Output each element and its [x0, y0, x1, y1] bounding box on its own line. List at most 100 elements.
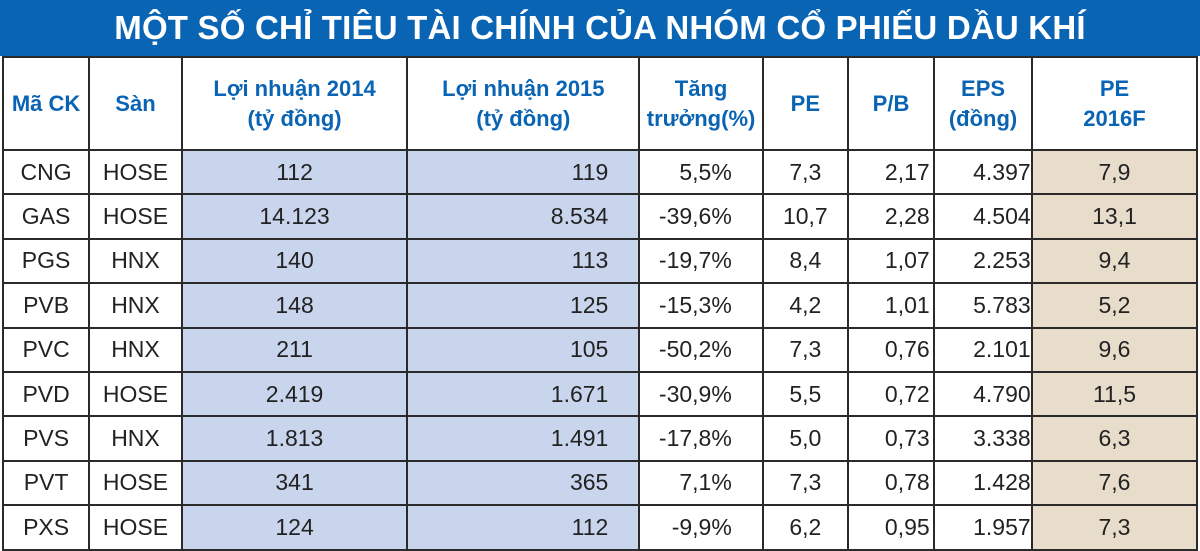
cell-growth: -9,9%	[638, 504, 764, 551]
header-profit-2014-line1: Lợi nhuận 2014	[213, 75, 376, 101]
cell-pb: 0,72	[846, 370, 936, 418]
header-profit-2015-line2: (tỷ đồng)	[476, 105, 571, 131]
cell-pe-2016f: 7,9	[1030, 148, 1199, 196]
cell-growth: 5,5%	[638, 148, 764, 196]
header-growth: Tăng trưởng(%)	[638, 56, 764, 151]
cell-pe: 6,2	[761, 504, 849, 551]
header-pe-2016f-line1: PE	[1099, 75, 1130, 101]
cell-ticker: GAS	[1, 193, 91, 240]
cell-profit-2015: 8.534	[406, 193, 641, 240]
cell-eps: 1.957	[933, 504, 1033, 551]
cell-pe-2016f: 13,1	[1030, 193, 1199, 240]
table-title: MỘT SỐ CHỈ TIÊU TÀI CHÍNH CỦA NHÓM CỔ PH…	[0, 0, 1200, 56]
cell-ticker: PVC	[1, 326, 91, 373]
cell-pe: 4,2	[761, 282, 849, 329]
table-row: PGS HNX 140 113 -19,7% 8,4 1,07 2.253 9,4	[1, 237, 1199, 285]
cell-growth: -39,6%	[638, 193, 764, 240]
cell-pb: 0,76	[846, 326, 936, 373]
cell-pe-2016f: 5,2	[1030, 282, 1199, 329]
header-pb: P/B	[846, 56, 936, 151]
cell-profit-2014: 112	[180, 148, 409, 196]
cell-exchange: HOSE	[88, 459, 183, 507]
cell-profit-2014: 140	[180, 237, 409, 285]
cell-growth: -19,7%	[638, 237, 764, 285]
cell-exchange: HOSE	[88, 504, 183, 551]
header-row: Mã CK Sàn Lợi nhuận 2014 (tỷ đồng) Lợi nh…	[1, 56, 1199, 151]
cell-profit-2015: 119	[406, 148, 641, 196]
cell-eps: 5.783	[933, 282, 1033, 329]
cell-ticker: PVT	[1, 459, 91, 507]
cell-pe: 7,3	[761, 148, 849, 196]
cell-ticker: PVB	[1, 282, 91, 329]
header-pb-label: P/B	[872, 90, 910, 116]
cell-pb: 0,73	[846, 415, 936, 462]
cell-exchange: HOSE	[88, 370, 183, 418]
header-ticker-label: Mã CK	[11, 90, 81, 116]
cell-pb: 1,01	[846, 282, 936, 329]
cell-pe-2016f: 11,5	[1030, 370, 1199, 418]
cell-profit-2014: 14.123	[180, 193, 409, 240]
cell-exchange: HOSE	[88, 193, 183, 240]
cell-ticker: PXS	[1, 504, 91, 551]
cell-profit-2015: 125	[406, 282, 641, 329]
header-exchange-label: Sàn	[115, 90, 156, 116]
cell-growth: -17,8%	[638, 415, 764, 462]
cell-profit-2015: 1.491	[406, 415, 641, 462]
cell-pe: 10,7	[761, 193, 849, 240]
header-eps-line2: (đồng)	[948, 105, 1018, 131]
cell-eps: 4.790	[933, 370, 1033, 418]
header-eps: EPS (đồng)	[933, 56, 1033, 151]
table-row: CNG HOSE 112 119 5,5% 7,3 2,17 4.397 7,9	[1, 148, 1199, 196]
header-profit-2015: Lợi nhuận 2015 (tỷ đồng)	[406, 56, 641, 151]
cell-pb: 1,07	[846, 237, 936, 285]
cell-profit-2014: 211	[180, 326, 409, 373]
cell-ticker: CNG	[1, 148, 91, 196]
cell-growth: -15,3%	[638, 282, 764, 329]
cell-profit-2014: 2.419	[180, 370, 409, 418]
cell-profit-2015: 1.671	[406, 370, 641, 418]
cell-profit-2015: 105	[406, 326, 641, 373]
cell-pe: 5,5	[761, 370, 849, 418]
table-row: PVT HOSE 341 365 7,1% 7,3 0,78 1.428 7,6	[1, 459, 1199, 507]
table-row: PVS HNX 1.813 1.491 -17,8% 5,0 0,73 3.338 6,3	[1, 415, 1199, 462]
table-row: PVD HOSE 2.419 1.671 -30,9% 5,5 0,72 4.790 11,5	[1, 370, 1199, 418]
cell-profit-2014: 148	[180, 282, 409, 329]
header-growth-line2: trưởng(%)	[646, 105, 756, 131]
cell-exchange: HNX	[88, 282, 183, 329]
cell-exchange: HNX	[88, 326, 183, 373]
header-pe-2016f: PE 2016F	[1030, 56, 1199, 151]
table-body: CNG HOSE 112 119 5,5% 7,3 2,17 4.397 7,9 GAS HOSE 1…	[1, 148, 1199, 551]
cell-exchange: HOSE	[88, 148, 183, 196]
table-row: PXS HOSE 124 112 -9,9% 6,2 0,95 1.957 7,3	[1, 504, 1199, 551]
cell-profit-2014: 341	[180, 459, 409, 507]
cell-eps: 2.101	[933, 326, 1033, 373]
cell-pe-2016f: 7,6	[1030, 459, 1199, 507]
cell-eps: 2.253	[933, 237, 1033, 285]
header-ticker: Mã CK	[1, 56, 91, 151]
header-profit-2014: Lợi nhuận 2014 (tỷ đồng)	[180, 56, 409, 151]
header-pe-label: PE	[790, 90, 821, 116]
cell-ticker: PVS	[1, 415, 91, 462]
cell-pe-2016f: 9,6	[1030, 326, 1199, 373]
header-growth-line1: Tăng	[674, 75, 728, 101]
cell-eps: 4.397	[933, 148, 1033, 196]
cell-profit-2014: 124	[180, 504, 409, 551]
cell-pe: 5,0	[761, 415, 849, 462]
cell-profit-2014: 1.813	[180, 415, 409, 462]
cell-pe: 7,3	[761, 459, 849, 507]
cell-pe-2016f: 6,3	[1030, 415, 1199, 462]
cell-exchange: HNX	[88, 415, 183, 462]
cell-exchange: HNX	[88, 237, 183, 285]
cell-growth: 7,1%	[638, 459, 764, 507]
table-row: PVB HNX 148 125 -15,3% 4,2 1,01 5.783 5,2	[1, 282, 1199, 329]
cell-profit-2015: 365	[406, 459, 641, 507]
cell-eps: 3.338	[933, 415, 1033, 462]
table-row: GAS HOSE 14.123 8.534 -39,6% 10,7 2,28 4.504 13,…	[1, 193, 1199, 240]
cell-profit-2015: 113	[406, 237, 641, 285]
header-pe: PE	[761, 56, 849, 151]
cell-ticker: PVD	[1, 370, 91, 418]
cell-profit-2015: 112	[406, 504, 641, 551]
financial-indicators-table: Mã CK Sàn Lợi nhuận 2014 (tỷ đồng) Lợi nh…	[1, 56, 1199, 551]
cell-eps: 1.428	[933, 459, 1033, 507]
